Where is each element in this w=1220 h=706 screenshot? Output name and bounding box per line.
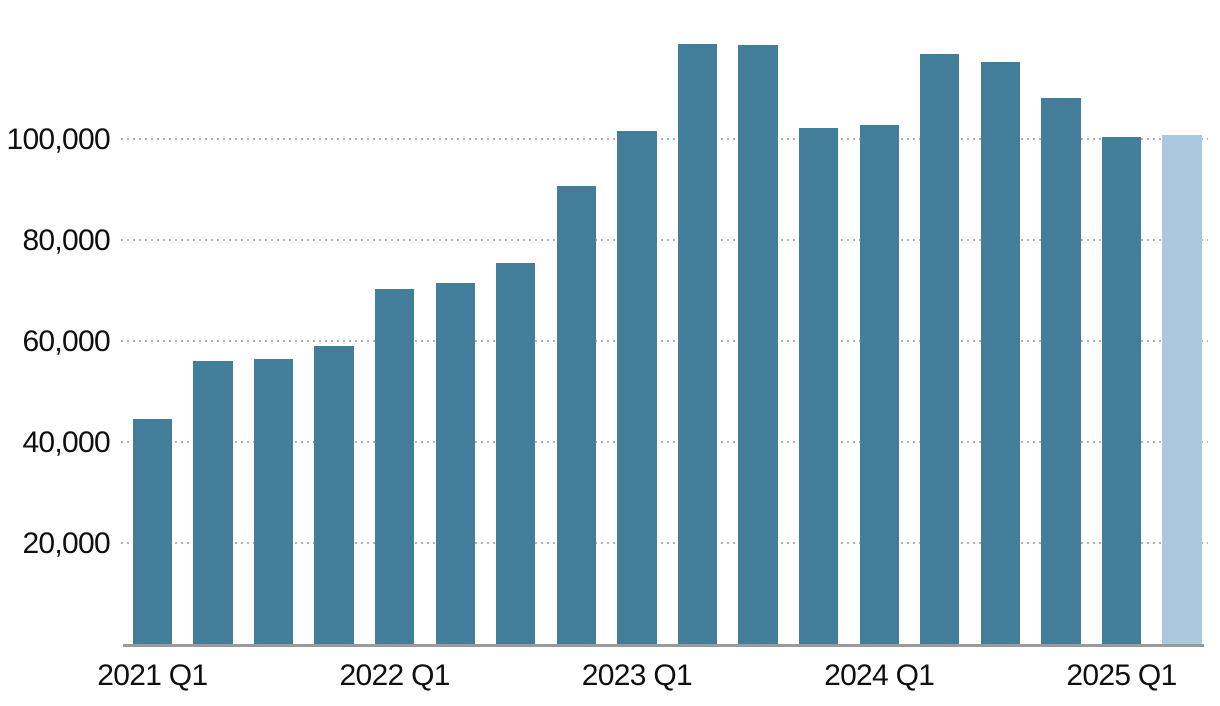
bar-2022-Q1 (374, 289, 415, 644)
x-axis-line (123, 644, 1204, 647)
bar-2021-Q1 (132, 418, 172, 644)
gridline-20000 (121, 542, 1208, 544)
bar-2025-Q2 (1162, 135, 1202, 644)
gridline-80000 (121, 239, 1208, 241)
y-axis-tick-label: 40,000 (22, 426, 110, 459)
gridline-40000 (121, 441, 1208, 443)
x-axis-tick-label: 2023 Q1 (581, 659, 693, 692)
bar-2024-Q4 (1041, 98, 1081, 644)
gridline-100000 (121, 138, 1208, 140)
bar-2025-Q1 (1101, 137, 1142, 644)
bar-2024-Q3 (980, 62, 1020, 644)
y-axis-tick-label: 20,000 (22, 527, 110, 560)
bar-2021-Q2 (193, 360, 233, 644)
bar-2023-Q2 (677, 44, 718, 644)
x-axis-tick-label: 2022 Q1 (339, 659, 451, 692)
bar-2021-Q4 (314, 345, 354, 644)
bar-2022-Q4 (556, 185, 596, 644)
bar-2023-Q3 (738, 45, 778, 644)
gridline-60000 (121, 340, 1208, 342)
bar-2022-Q3 (496, 262, 536, 644)
y-axis-tick-label: 60,000 (22, 325, 110, 358)
x-axis-tick-label: 2021 Q1 (97, 659, 208, 692)
y-axis-tick-label: 100,000 (6, 123, 110, 156)
x-axis-tick-label: 2024 Q1 (824, 659, 935, 692)
bar-2022-Q2 (435, 283, 475, 644)
x-axis-tick-label: 2025 Q1 (1066, 659, 1177, 692)
bar-2023-Q4 (798, 128, 839, 644)
bar-2023-Q1 (617, 130, 657, 644)
y-axis-tick-label: 80,000 (22, 224, 110, 257)
bar-2024-Q1 (859, 124, 899, 644)
bar-2021-Q3 (253, 359, 294, 644)
bar-2024-Q2 (920, 54, 960, 644)
